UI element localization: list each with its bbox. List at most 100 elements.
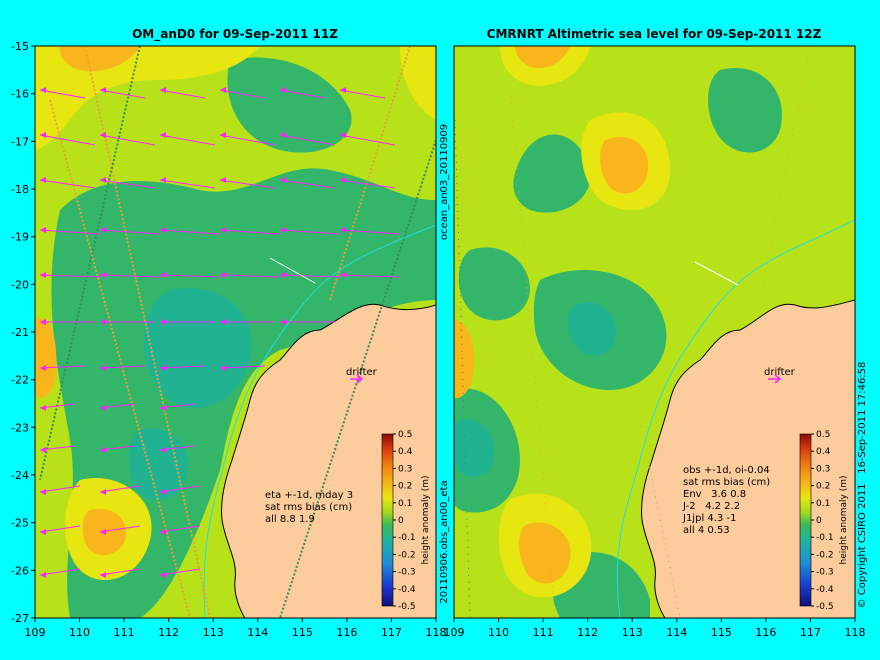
velocity-arrowhead bbox=[160, 319, 166, 325]
right-info-line: J-2 4.2 2.2 bbox=[682, 501, 740, 512]
velocity-arrowhead bbox=[340, 272, 346, 278]
colorbar-tick-label: -0.5 bbox=[398, 602, 416, 612]
velocity-arrowhead bbox=[160, 87, 166, 93]
velocity-arrowhead bbox=[280, 177, 286, 183]
x-tick-label: 118 bbox=[426, 626, 447, 639]
velocity-vector bbox=[39, 89, 86, 99]
right-yellow-west bbox=[454, 320, 474, 399]
right-isobath bbox=[616, 219, 855, 618]
velocity-arrowhead bbox=[220, 365, 226, 371]
velocity-vector bbox=[159, 89, 206, 99]
velocity-vector bbox=[39, 568, 81, 576]
right-colorbar-ticks: 0.5 0.4 0.3 0.2 0.1 0 -0.1 -0.2 -0.3 -0.4 -0.5 bbox=[811, 430, 834, 612]
velocity-vector bbox=[279, 89, 326, 99]
right-info-line: sat rms bias (cm) bbox=[683, 477, 770, 488]
left-teal-core-2 bbox=[129, 428, 188, 501]
right-teal-southwest bbox=[454, 419, 495, 477]
velocity-vector bbox=[219, 229, 281, 235]
velocity-vector bbox=[279, 274, 341, 278]
velocity-vector bbox=[39, 274, 101, 278]
velocity-vector bbox=[219, 89, 266, 99]
y-tick-label: -18 bbox=[11, 183, 29, 196]
left-colorbar-ramp bbox=[381, 433, 394, 607]
velocity-arrowhead bbox=[160, 572, 166, 578]
velocity-arrowhead bbox=[40, 177, 46, 183]
colorbar-tick-label: 0.1 bbox=[816, 499, 830, 509]
track-line bbox=[329, 46, 411, 301]
right-drifter-label: drifter bbox=[764, 367, 796, 378]
colorbar-tick-label: 0.2 bbox=[398, 482, 412, 492]
x-tick-label: 114 bbox=[666, 626, 687, 639]
velocity-arrowhead bbox=[100, 405, 106, 411]
velocity-arrowhead bbox=[100, 572, 106, 578]
colorbar-tick-label: 0.3 bbox=[398, 464, 412, 474]
x-tick-label: 111 bbox=[533, 626, 554, 639]
velocity-arrowhead bbox=[40, 227, 46, 233]
colorbar-tick-label: 0 bbox=[398, 516, 404, 526]
velocity-arrowhead bbox=[40, 405, 46, 411]
right-info-box: obs +-1d, oi-0.04 sat rms bias (cm) Env … bbox=[682, 465, 770, 536]
left-title: OM_anD0 for 09-Sep-2011 11Z bbox=[132, 27, 338, 42]
velocity-vector bbox=[219, 274, 281, 278]
x-tick-label: 117 bbox=[800, 626, 821, 639]
velocity-vector bbox=[99, 274, 161, 278]
velocity-vector bbox=[99, 365, 146, 369]
right-info-line: Env 3.6 0.8 bbox=[683, 489, 746, 500]
velocity-arrowhead bbox=[160, 272, 166, 278]
y-tick-label: -17 bbox=[11, 135, 29, 148]
left-info-line: sat rms bias (cm) bbox=[265, 502, 352, 513]
velocity-vector bbox=[159, 179, 216, 189]
y-tick-label: -20 bbox=[11, 278, 29, 291]
left-teal-core bbox=[143, 288, 252, 408]
velocity-vector bbox=[39, 229, 101, 235]
velocity-vector bbox=[339, 89, 386, 99]
left-green-band bbox=[51, 168, 436, 618]
x-tick-label: 116 bbox=[755, 626, 776, 639]
velocity-vector bbox=[339, 274, 401, 278]
velocity-arrowhead bbox=[160, 365, 166, 371]
colorbar-tick-label: -0.4 bbox=[398, 585, 416, 595]
velocity-vector bbox=[99, 525, 141, 533]
left-drifter-label: drifter bbox=[346, 367, 378, 378]
velocity-arrowhead bbox=[160, 489, 166, 495]
right-title: CMRNRT Altimetric sea level for 09-Sep-2… bbox=[487, 27, 822, 41]
left-coastline bbox=[221, 303, 436, 618]
velocity-arrowhead bbox=[220, 227, 226, 233]
velocity-arrowhead bbox=[100, 489, 106, 495]
velocity-arrowhead bbox=[100, 227, 106, 233]
velocity-vector bbox=[99, 134, 156, 146]
left-velocity-vectors bbox=[39, 87, 401, 578]
right-map bbox=[454, 46, 855, 618]
velocity-arrowhead bbox=[100, 365, 106, 371]
x-tick-label: 115 bbox=[711, 626, 732, 639]
velocity-arrowhead bbox=[160, 447, 166, 453]
velocity-vector bbox=[339, 179, 396, 189]
right-drifter: drifter bbox=[764, 367, 796, 384]
velocity-vector bbox=[159, 274, 221, 278]
velocity-arrowhead bbox=[280, 227, 286, 233]
velocity-vector bbox=[279, 134, 336, 146]
velocity-arrowhead bbox=[220, 132, 226, 138]
velocity-arrowhead bbox=[340, 227, 346, 233]
left-panel: OM_anD0 for 09-Sep-2011 11Z bbox=[11, 27, 450, 639]
left-map bbox=[35, 46, 436, 618]
track-line bbox=[84, 46, 211, 618]
velocity-arrowhead bbox=[220, 87, 226, 93]
right-teal-central bbox=[567, 302, 616, 356]
colorbar-tick-label: -0.5 bbox=[816, 602, 834, 612]
right-green-northeast bbox=[708, 68, 782, 153]
velocity-vector bbox=[39, 134, 96, 146]
velocity-arrowhead bbox=[40, 319, 46, 325]
velocity-vector bbox=[99, 229, 161, 235]
velocity-vector bbox=[159, 134, 216, 146]
velocity-arrowhead bbox=[280, 132, 286, 138]
velocity-arrowhead bbox=[340, 177, 346, 183]
colorbar-tick-label: 0 bbox=[816, 516, 822, 526]
velocity-arrowhead bbox=[280, 272, 286, 278]
right-colorbar: 0.5 0.4 0.3 0.2 0.1 0 -0.1 -0.2 -0.3 -0.4 -0.5 hei… bbox=[799, 430, 849, 612]
colorbar-tick-label: 0.1 bbox=[398, 499, 412, 509]
track-line bbox=[639, 419, 681, 618]
velocity-arrowhead bbox=[40, 447, 46, 453]
right-panel: CMRNRT Altimetric sea level for 09-Sep-2… bbox=[444, 27, 869, 639]
